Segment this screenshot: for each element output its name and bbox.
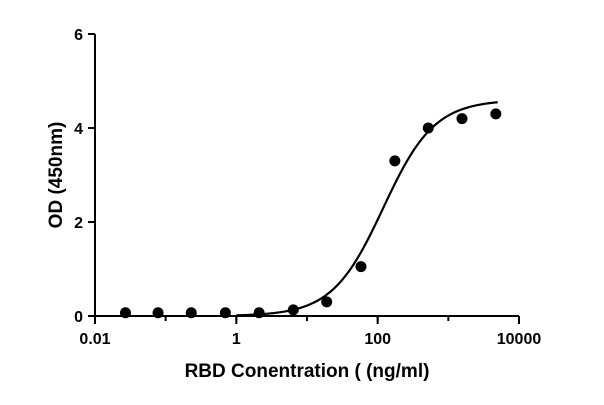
- data-point: [490, 108, 502, 120]
- data-points: [119, 108, 502, 319]
- x-tick-label: 100: [364, 331, 391, 348]
- x-tick-label: 0.01: [79, 331, 110, 348]
- y-tick-label: 6: [74, 27, 83, 44]
- x-tick-label: 1: [232, 331, 241, 348]
- y-tick-label: 0: [74, 309, 83, 326]
- data-point: [152, 307, 164, 319]
- x-minor-ticks: [164, 316, 520, 321]
- data-point: [422, 122, 434, 134]
- data-point: [456, 113, 468, 125]
- y-ticks: 0 2 4 6: [74, 27, 95, 326]
- y-tick-label: 4: [74, 121, 83, 138]
- data-point: [219, 307, 231, 319]
- x-ticks: 0.01 1 100 10000: [79, 316, 541, 348]
- data-point: [185, 307, 197, 319]
- data-point: [119, 307, 131, 319]
- y-tick-label: 2: [74, 215, 83, 232]
- y-axis-title: OD (450nm): [46, 122, 67, 229]
- data-point: [253, 307, 265, 319]
- data-point: [321, 296, 333, 308]
- x-tick-label: 10000: [497, 331, 542, 348]
- data-point: [389, 155, 401, 167]
- x-axis-title: RBD Conentration ( (ng/ml): [185, 361, 430, 382]
- data-point: [287, 304, 299, 316]
- axes: [94, 34, 519, 317]
- fit-curve: [236, 101, 498, 317]
- data-point: [355, 261, 367, 273]
